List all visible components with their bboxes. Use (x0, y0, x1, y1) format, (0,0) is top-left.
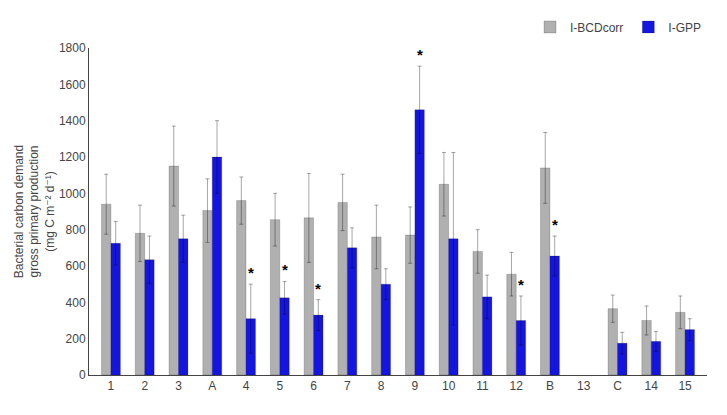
svg-text:7: 7 (344, 379, 351, 393)
svg-text:10: 10 (442, 379, 456, 393)
svg-text:*: * (282, 261, 288, 278)
svg-text:800: 800 (66, 223, 86, 237)
svg-text:12: 12 (510, 379, 524, 393)
svg-text:*: * (315, 280, 321, 297)
svg-text:9: 9 (412, 379, 419, 393)
svg-text:11: 11 (476, 379, 489, 393)
svg-text:*: * (417, 46, 423, 63)
svg-text:A: A (208, 379, 216, 393)
svg-text:C: C (613, 379, 622, 393)
svg-text:400: 400 (66, 296, 86, 310)
svg-text:1: 1 (108, 379, 115, 393)
svg-text:4: 4 (243, 379, 250, 393)
svg-text:600: 600 (66, 259, 86, 273)
svg-text:I-GPP: I-GPP (668, 21, 701, 35)
svg-text:5: 5 (276, 379, 283, 393)
svg-text:8: 8 (378, 379, 385, 393)
svg-text:15: 15 (678, 379, 692, 393)
svg-text:B: B (546, 379, 554, 393)
svg-text:*: * (552, 216, 558, 233)
svg-text:1800: 1800 (59, 41, 86, 55)
svg-text:1400: 1400 (59, 114, 86, 128)
svg-text:*: * (518, 276, 524, 293)
svg-text:1600: 1600 (59, 78, 86, 92)
svg-text:1200: 1200 (59, 150, 86, 164)
svg-text:1000: 1000 (59, 187, 86, 201)
svg-text:6: 6 (310, 379, 317, 393)
svg-text:2: 2 (141, 379, 148, 393)
svg-text:I-BCDcorr: I-BCDcorr (570, 21, 623, 35)
svg-text:*: * (248, 264, 254, 281)
svg-text:Bacterial carbon demandgross p: Bacterial carbon demandgross primary pro… (12, 145, 57, 278)
svg-text:13: 13 (577, 379, 591, 393)
svg-text:200: 200 (66, 332, 86, 346)
svg-text:3: 3 (175, 379, 182, 393)
svg-text:14: 14 (645, 379, 659, 393)
svg-text:0: 0 (79, 368, 86, 382)
